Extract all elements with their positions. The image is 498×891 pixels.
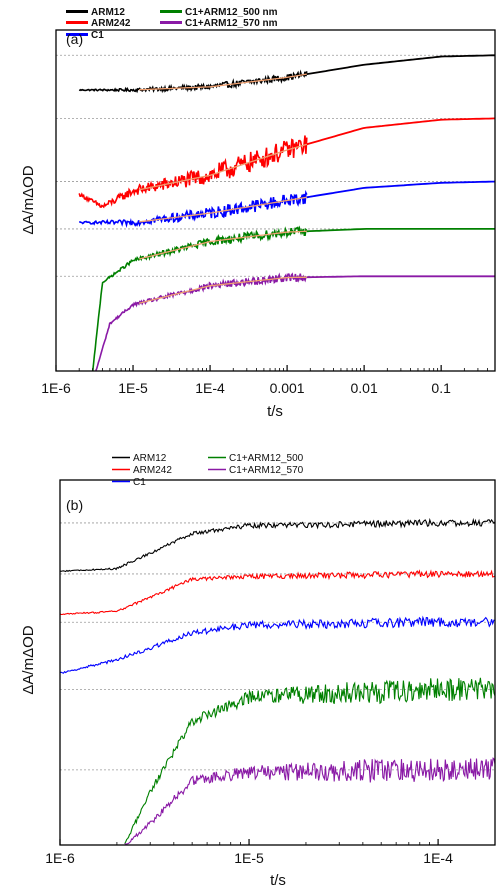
panel-a-gridlines xyxy=(56,54,495,277)
panel-b-gridlines xyxy=(60,522,495,771)
series-tail xyxy=(306,227,495,233)
legend-label: ARM242 xyxy=(91,18,131,29)
legend-label: C1+ARM12_500 xyxy=(229,453,304,464)
series-tail xyxy=(306,117,495,146)
x-tick-label: 1E-5 xyxy=(118,380,148,396)
panel-a-series xyxy=(78,54,495,371)
x-tick-label: 1E-6 xyxy=(41,380,71,396)
series-line xyxy=(78,135,308,209)
panel-b-xlabel: t/s xyxy=(270,872,286,889)
panel-b-legend: ARM12 C1+ARM12_500 ARM242 C1+ARM12_570 C1 xyxy=(112,453,304,488)
series-line xyxy=(79,189,308,229)
legend-label: C1 xyxy=(133,477,146,488)
panel-b: 1E-6 1E-5 1E-4 ARM12 C1+ARM12_500 ARM242 C1+A… xyxy=(20,453,496,889)
series-tail xyxy=(306,54,495,75)
fit-line xyxy=(138,275,495,304)
legend-label: C1+ARM12_570 xyxy=(229,465,304,476)
panel-b-tag: (b) xyxy=(66,497,83,513)
legend-label: C1+ARM12_570 nm xyxy=(185,18,278,29)
series-tail xyxy=(306,180,495,199)
legend-label: ARM12 xyxy=(133,453,167,464)
panel-a: 1E-6 1E-5 1E-4 0.001 0.01 0.1 ARM12 C1+ARM12_5… xyxy=(20,7,496,420)
fit-line xyxy=(139,180,495,223)
x-tick-label: 1E-4 xyxy=(195,380,225,396)
series-line xyxy=(124,757,495,845)
panel-a-tag: (a) xyxy=(66,31,83,47)
x-tick-label: 1E-6 xyxy=(45,850,75,866)
x-tick-label: 1E-5 xyxy=(234,850,264,866)
legend-label: ARM242 xyxy=(133,465,172,476)
x-tick-label: 0.001 xyxy=(270,380,305,396)
panel-a-legend: ARM12 C1+ARM12_500 nm ARM242 C1+ARM12_570 n… xyxy=(66,7,278,41)
legend-label: C1+ARM12_500 nm xyxy=(185,7,278,18)
series-line xyxy=(124,677,495,845)
series-line xyxy=(92,225,308,371)
series-line xyxy=(78,69,308,94)
fit-line xyxy=(138,117,495,191)
panel-a-xticks: 1E-6 1E-5 1E-4 0.001 0.01 0.1 xyxy=(41,365,488,396)
series-tail xyxy=(306,275,495,279)
panel-b-series xyxy=(60,517,495,845)
panel-b-frame xyxy=(59,479,496,846)
x-tick-label: 0.01 xyxy=(351,380,378,396)
x-tick-label: 1E-4 xyxy=(423,850,453,866)
panel-a-xlabel: t/s xyxy=(267,403,283,420)
series-line xyxy=(60,569,495,616)
x-tick-label: 0.1 xyxy=(431,380,451,396)
fit-line xyxy=(138,228,495,260)
series-line xyxy=(60,615,495,674)
series-line xyxy=(60,517,495,573)
legend-label: C1 xyxy=(91,30,104,41)
legend-label: ARM12 xyxy=(91,7,125,18)
panel-b-xticks: 1E-6 1E-5 1E-4 xyxy=(45,839,453,866)
panel-a-ylabel: ΔA/mΔOD xyxy=(20,165,37,234)
panel-b-ylabel: ΔA/mΔOD xyxy=(20,625,37,694)
